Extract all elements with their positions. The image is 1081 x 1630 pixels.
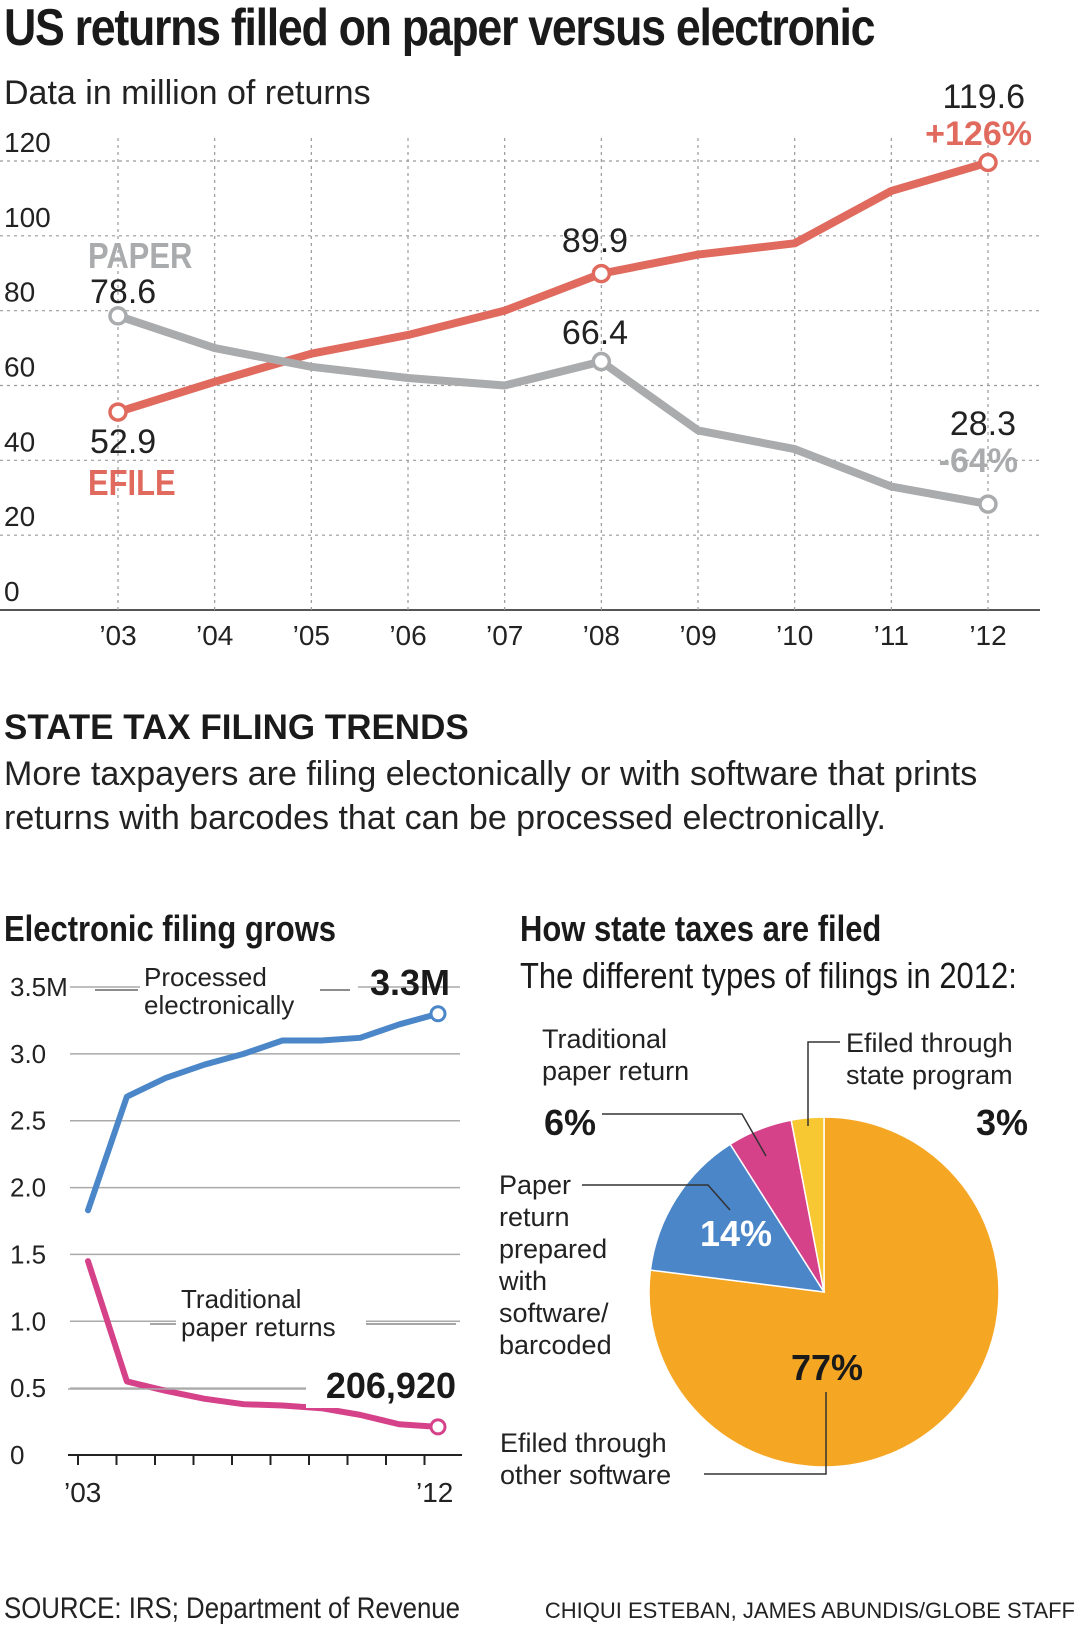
y-tick-label: 60	[4, 352, 35, 383]
pie-slice-barcoded	[649, 1143, 826, 1293]
x-tick-label: ’07	[486, 620, 523, 651]
leader-line	[704, 1392, 827, 1475]
end-point-marker	[429, 1005, 447, 1023]
slice-value-label: 3%	[976, 1102, 1028, 1143]
y-tick-label: 0	[10, 1440, 24, 1470]
slice-name-label: return	[499, 1202, 570, 1232]
data-label: 28.3	[950, 405, 1016, 443]
data-label: 66.4	[562, 314, 628, 352]
y-tick-label: 1.5	[10, 1239, 46, 1269]
leader-line	[602, 1113, 767, 1157]
data-point-marker	[108, 306, 128, 326]
slice-name-label: Paper	[499, 1170, 571, 1200]
y-tick-label: 3.0	[10, 1039, 46, 1069]
series-label: electronically	[144, 990, 294, 1020]
pie-chart-subtitle: The different types of filings in 2012:	[520, 955, 1017, 996]
slice-name-label: with	[498, 1266, 547, 1296]
section-description: More taxpayers are filing electonically …	[4, 755, 978, 837]
y-tick-label: 0	[4, 576, 20, 607]
processed-electronically-line	[85, 1010, 441, 1214]
slice-name-label: Efiled through	[500, 1428, 667, 1458]
end-point-marker	[429, 1418, 447, 1436]
slice-name-label: other software	[500, 1460, 671, 1490]
slice-name-label: state program	[846, 1060, 1013, 1090]
data-point-marker	[108, 402, 128, 422]
y-tick-label: 3.5M	[10, 972, 68, 1002]
label-background	[176, 1283, 366, 1339]
data-point-marker	[978, 152, 998, 173]
series-label: paper returns	[181, 1312, 336, 1342]
y-tick-label: 100	[4, 202, 51, 233]
paper-series-name: PAPER	[88, 237, 192, 277]
page-title: US returns filled on paper versus electr…	[4, 0, 876, 57]
y-tick-label: 1.0	[10, 1306, 46, 1336]
x-tick-label: ’12	[416, 1477, 453, 1508]
leader-line	[582, 1184, 731, 1211]
y-tick-label: 40	[4, 426, 35, 457]
label-background	[306, 1368, 460, 1408]
series-label: Traditional	[181, 1284, 301, 1314]
section-title: STATE TAX FILING TRENDS	[4, 708, 469, 747]
slice-name-label: paper return	[542, 1056, 689, 1086]
slice-name-label: Efiled through	[846, 1028, 1013, 1058]
source-note: SOURCE: IRS; Department of Revenue	[4, 1592, 460, 1625]
slice-value-label: 14%	[700, 1213, 772, 1254]
x-tick-label: ’05	[293, 620, 330, 651]
slice-value-label: 6%	[544, 1102, 596, 1143]
main-line-chart: 0 20 40 60 80 100 120 ’03 ’04 ’05 ’06 ’07 ’08 ’09 ’10 ’…	[0, 78, 1040, 651]
data-label: 78.6	[90, 273, 156, 311]
slice-name-label: prepared	[499, 1234, 607, 1264]
data-label: 89.9	[562, 222, 628, 260]
x-tick-label: ’04	[196, 620, 233, 651]
end-value-label: 3.3M	[370, 962, 450, 1003]
end-value-label: 206,920	[326, 1365, 456, 1406]
y-tick-label: 2.0	[10, 1173, 46, 1203]
data-point-marker	[591, 351, 612, 372]
slice-name-label: Traditional	[542, 1024, 667, 1054]
label-background	[140, 966, 358, 1016]
pie-chart-title: How state taxes are filed	[520, 908, 882, 949]
slice-name-label: software/	[499, 1298, 609, 1328]
leader-line	[807, 1041, 840, 1126]
data-point-marker	[978, 494, 998, 514]
x-tick-label: ’12	[969, 620, 1006, 651]
y-tick-label: 80	[4, 277, 35, 308]
small-chart-title: Electronic filing grows	[4, 908, 337, 949]
x-tick-label: ’06	[389, 620, 426, 651]
efile-series-line	[114, 158, 992, 417]
data-point-marker	[591, 263, 612, 284]
y-tick-label: 2.5	[10, 1106, 46, 1136]
x-tick-label: ’09	[679, 620, 716, 651]
efile-series-name: EFILE	[88, 464, 176, 504]
x-tick-label: ’03	[64, 1477, 101, 1508]
change-label: +126%	[925, 115, 1032, 153]
x-tick-label: ’03	[99, 620, 136, 651]
x-tick-label: ’10	[776, 620, 813, 651]
y-tick-label: 20	[4, 501, 35, 532]
y-tick-label: 120	[4, 127, 51, 158]
series-label: Processed	[144, 962, 267, 992]
y-tick-label: 0.5	[10, 1373, 46, 1403]
data-label: 52.9	[90, 423, 156, 461]
credit-note: CHIQUI ESTEBAN, JAMES ABUNDIS/GLOBE STAF…	[544, 1598, 1075, 1623]
slice-value-label: 77%	[791, 1347, 863, 1388]
traditional-paper-line	[85, 1258, 441, 1430]
chart-subtitle: Data in million of returns	[4, 74, 371, 112]
x-tick-label: ’11	[874, 620, 909, 651]
x-tick-label: ’08	[583, 620, 620, 651]
change-label: -64%	[939, 442, 1018, 480]
data-label: 119.6	[942, 78, 1025, 116]
paper-series-line	[114, 311, 992, 509]
slice-name-label: barcoded	[499, 1330, 612, 1360]
